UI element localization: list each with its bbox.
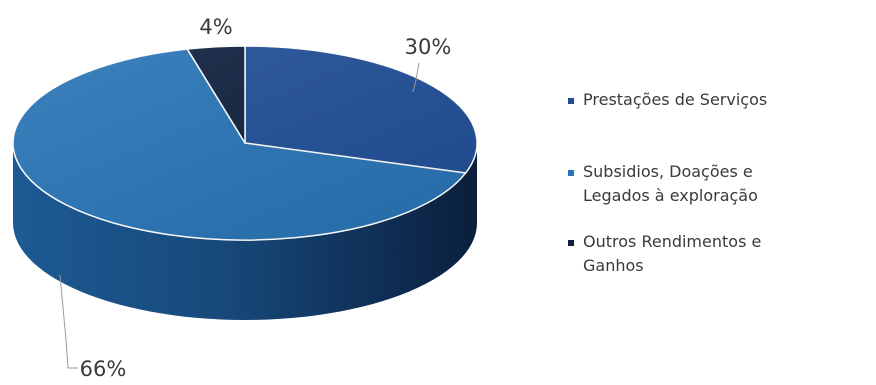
pie-chart: 30% 66% 4% (12, 15, 478, 381)
legend-item-subsidios: Subsidios, Doações e Legados à exploraçã… (568, 160, 823, 208)
leader-line-prestacoes (412, 62, 420, 93)
legend-label-subsidios: Subsidios, Doações e Legados à exploraçã… (583, 162, 758, 205)
leader-line-subsidios (59, 274, 78, 369)
data-label-subsidios: 66% (80, 357, 127, 381)
pie-side-layer (13, 143, 477, 320)
pie-top-sheen (13, 46, 477, 240)
pie-side-wall (13, 143, 477, 320)
pie-labels-layer: 30% 66% 4% (59, 15, 452, 381)
pie-top-layer (12, 45, 478, 241)
data-label-outros: 4% (199, 15, 232, 39)
legend-marker-prestacoes (568, 98, 574, 104)
legend-marker-subsidios (568, 170, 574, 176)
legend-label-outros: Outros Rendimentos e Ganhos (583, 232, 762, 275)
legend-label-prestacoes: Prestações de Serviços (583, 90, 768, 109)
pie-chart-svg: 30% 66% 4% (12, 15, 478, 381)
legend-item-prestacoes: Prestações de Serviços (568, 88, 833, 112)
legend-item-outros: Outros Rendimentos e Ganhos (568, 230, 803, 278)
data-label-prestacoes: 30% (405, 35, 452, 59)
legend-marker-outros (568, 240, 574, 246)
